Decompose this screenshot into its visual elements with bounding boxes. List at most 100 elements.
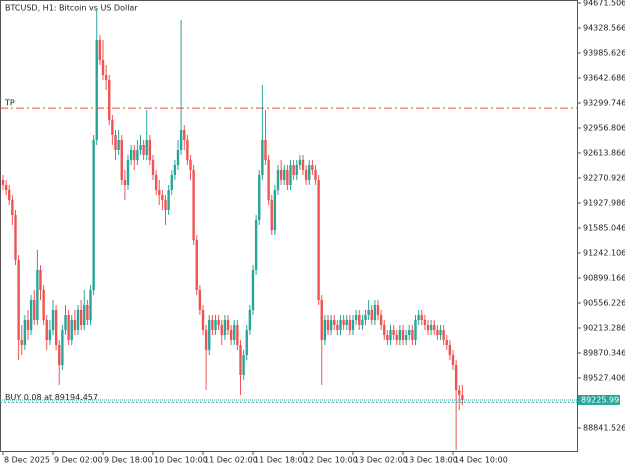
x-tick-label: 12 Dec 10:00 bbox=[304, 456, 358, 465]
chart-title: BTCUSD, H1: Bitcoin vs US Dollar bbox=[5, 4, 138, 13]
candle-body bbox=[311, 165, 314, 170]
candle-body bbox=[295, 165, 298, 176]
candle-body bbox=[458, 390, 461, 396]
candle-body bbox=[108, 80, 111, 120]
candle-body bbox=[129, 149, 133, 160]
y-tick-label: 93299.746 bbox=[583, 98, 625, 107]
candle-body bbox=[29, 300, 33, 331]
candle-body bbox=[151, 159, 155, 176]
candle-body bbox=[292, 165, 295, 176]
candle-body bbox=[245, 330, 248, 356]
candle-body bbox=[433, 325, 436, 331]
candle-body bbox=[98, 39, 102, 60]
candle-body bbox=[192, 169, 195, 241]
candle-body bbox=[173, 165, 177, 176]
x-tick-label: 13 Dec 18:00 bbox=[404, 456, 458, 465]
candle-body bbox=[23, 319, 27, 345]
candle-body bbox=[167, 190, 170, 210]
candle-body bbox=[454, 365, 458, 391]
candle-body bbox=[254, 219, 258, 270]
candle-body bbox=[289, 165, 292, 185]
candle-body bbox=[48, 330, 52, 341]
y-tick-label: 89527.406 bbox=[583, 373, 625, 382]
candle-body bbox=[411, 330, 414, 341]
y-tick-label: 90556.226 bbox=[583, 298, 625, 307]
candle-body bbox=[461, 395, 464, 400]
candle-body bbox=[51, 310, 55, 331]
candle-body bbox=[158, 190, 161, 195]
candle-body bbox=[336, 325, 339, 331]
candle-body bbox=[183, 130, 186, 141]
candle-body bbox=[323, 319, 327, 341]
candle-body bbox=[45, 319, 48, 341]
candle-body bbox=[73, 319, 77, 331]
candle-body bbox=[145, 140, 148, 155]
y-tick-label: 90899.166 bbox=[583, 273, 625, 282]
candle-body bbox=[89, 290, 92, 320]
x-tick-label: 9 Dec 18:00 bbox=[104, 456, 153, 465]
candle-body bbox=[70, 319, 73, 341]
candle-body bbox=[451, 355, 455, 366]
y-tick-label: 94328.566 bbox=[583, 24, 625, 33]
candle-body bbox=[95, 39, 98, 141]
candle-body bbox=[111, 119, 114, 135]
candle-body bbox=[370, 310, 373, 320]
candle-body bbox=[408, 330, 411, 336]
candle-body bbox=[351, 319, 355, 331]
candle-body bbox=[398, 330, 402, 341]
candle-body bbox=[164, 200, 167, 210]
candle-body bbox=[258, 175, 261, 220]
candle-body bbox=[39, 269, 42, 291]
candle-body bbox=[423, 319, 427, 326]
candle-body bbox=[404, 335, 408, 341]
candle-body bbox=[389, 330, 392, 341]
y-tick-label: 91927.986 bbox=[583, 198, 625, 207]
candle-body bbox=[67, 315, 70, 341]
y-tick-label: 94671.506 bbox=[583, 0, 625, 8]
level-label: TP bbox=[4, 99, 15, 108]
candle-body bbox=[364, 315, 367, 320]
candle-body bbox=[17, 259, 20, 341]
candle-body bbox=[317, 180, 320, 301]
candle-body bbox=[376, 305, 380, 316]
price-label: 89225.993 bbox=[581, 395, 624, 404]
candle-body bbox=[242, 355, 245, 376]
candle-body bbox=[179, 130, 183, 150]
candle-body bbox=[176, 149, 180, 166]
candle-body bbox=[445, 340, 448, 345]
candle-body bbox=[354, 315, 358, 320]
plot-frame bbox=[0, 0, 578, 452]
candle-body bbox=[42, 290, 45, 320]
candle-body bbox=[276, 169, 280, 191]
candle-body bbox=[76, 310, 80, 331]
candle-body bbox=[267, 159, 270, 201]
candle-body bbox=[120, 140, 123, 181]
candle-body bbox=[439, 330, 442, 336]
y-tick-label: 92956.806 bbox=[583, 123, 625, 132]
y-tick-label: 91585.046 bbox=[583, 223, 625, 232]
candle-body bbox=[333, 319, 336, 326]
candle-body bbox=[61, 330, 64, 366]
candle-body bbox=[229, 330, 233, 341]
candle-body bbox=[104, 74, 108, 81]
candle-body bbox=[301, 159, 305, 170]
y-tick-label: 89870.346 bbox=[583, 348, 625, 357]
candle-body bbox=[358, 315, 361, 326]
candle-body bbox=[217, 319, 220, 326]
candle-body bbox=[342, 319, 345, 326]
candle-body bbox=[345, 319, 348, 326]
candle-body bbox=[148, 140, 152, 160]
candle-body bbox=[86, 305, 89, 320]
x-tick-label: 13 Dec 02:00 bbox=[354, 456, 408, 465]
candle-body bbox=[226, 319, 230, 331]
candle-body bbox=[1, 180, 5, 185]
candle-body bbox=[123, 180, 127, 185]
x-tick-label: 14 Dec 10:00 bbox=[454, 456, 508, 465]
price-box bbox=[578, 394, 620, 405]
candle-body bbox=[214, 319, 217, 331]
candle-body bbox=[298, 159, 302, 166]
candle-body bbox=[429, 325, 433, 331]
candle-body bbox=[208, 319, 211, 351]
